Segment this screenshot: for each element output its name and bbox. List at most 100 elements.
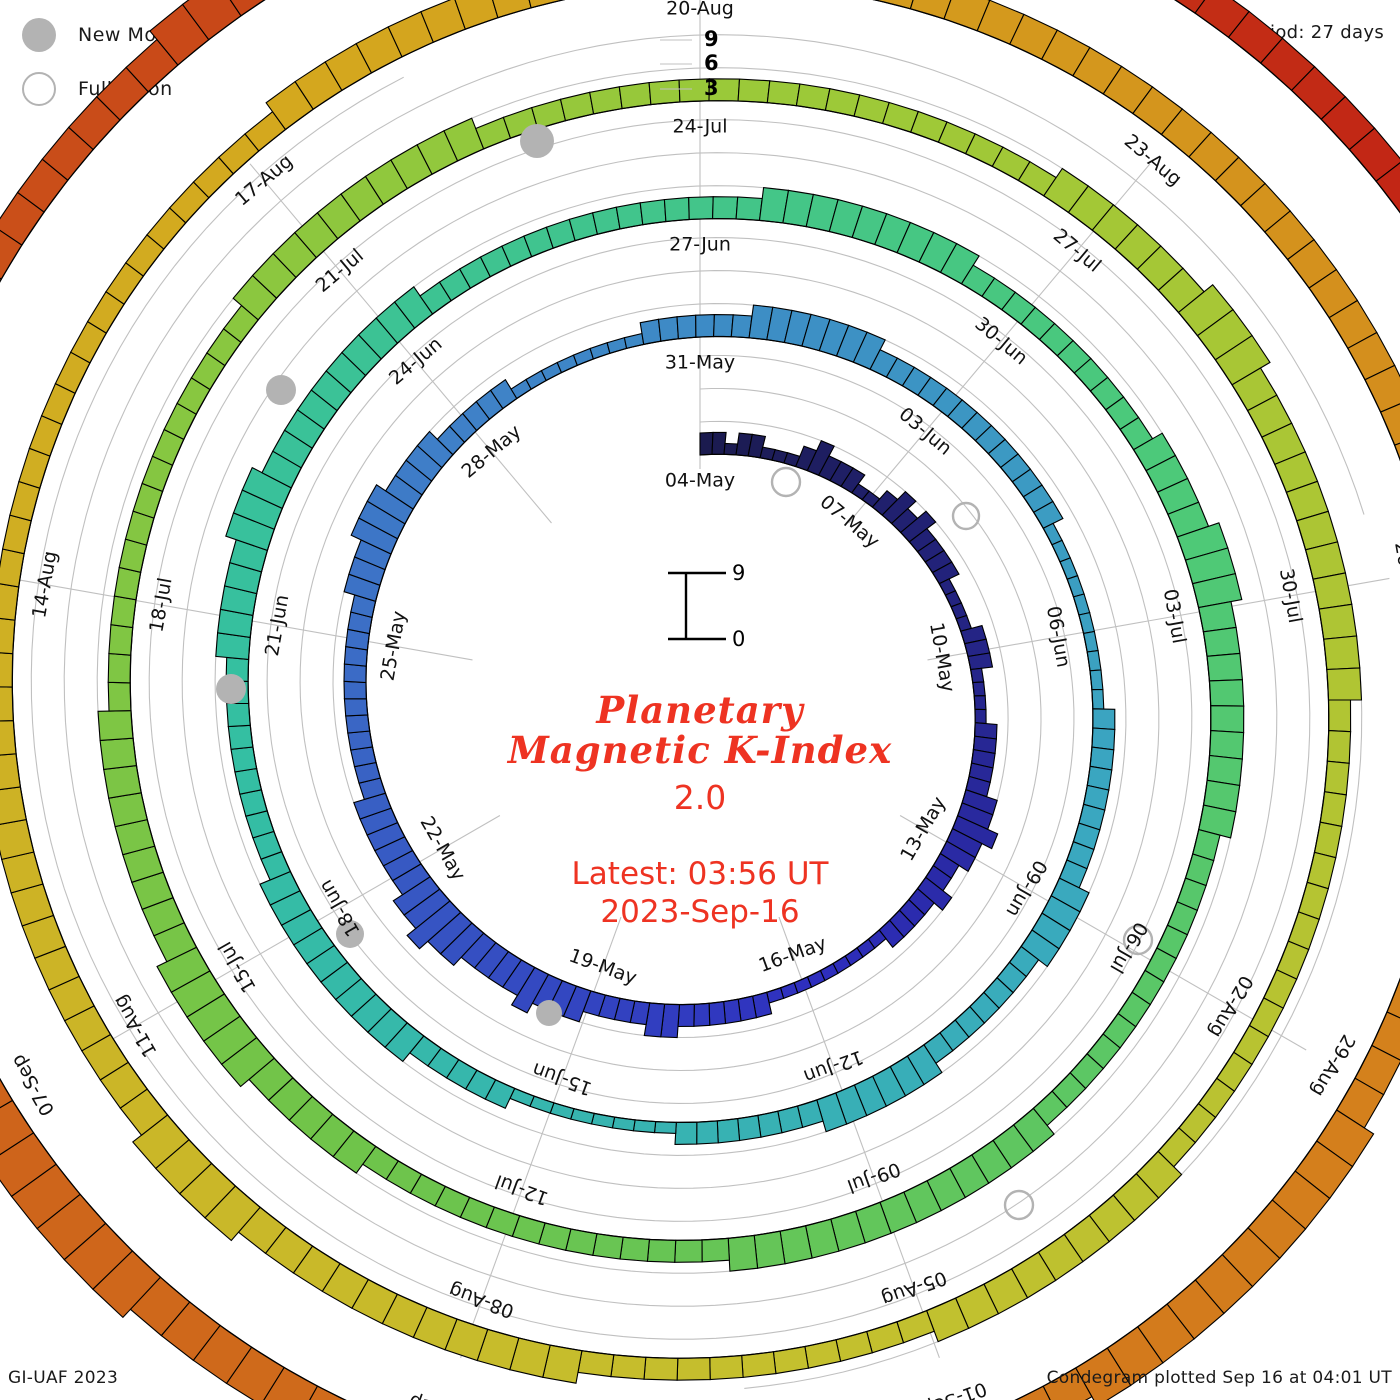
full-moon-marker (1003, 1189, 1035, 1221)
kp-bar (107, 652, 132, 684)
spiral-date-label: 06-Jun (1042, 604, 1074, 669)
kp-bar (713, 314, 734, 338)
kp-bar (835, 1330, 873, 1362)
kp-bar (592, 1233, 624, 1260)
kp-bar (676, 314, 697, 340)
kp-bar (674, 1121, 698, 1145)
spiral-date-label: 21-Jun (261, 593, 293, 658)
kp-bar (967, 652, 994, 671)
kp-bar (639, 198, 667, 226)
new-moon-marker (520, 124, 554, 158)
spiral-date-label: 12-Jun (801, 1046, 867, 1088)
full-moon-marker (770, 466, 802, 498)
kp-bar (688, 196, 714, 221)
kp-bar (639, 318, 662, 346)
kp-bar (766, 80, 801, 107)
spiral-date-label: 20-Aug (666, 0, 734, 20)
kp-bar (1313, 821, 1343, 859)
moon-markers-layer (216, 124, 1154, 1221)
kp-bar (663, 196, 690, 223)
radial-tick-label: 3 (704, 76, 719, 100)
kp-bar (753, 1230, 786, 1269)
spiral-date-label: 19-May (566, 945, 640, 990)
kp-bar (723, 998, 742, 1025)
kp-bar (676, 1357, 711, 1381)
latest-reading: Latest: 03:56 UT 2023-Sep-16 (0, 855, 1400, 931)
kp-bar (677, 1003, 695, 1028)
kp-bar (735, 196, 763, 221)
kp-bar (693, 1002, 711, 1027)
kp-bar (9, 480, 41, 522)
kp-bar (653, 1121, 677, 1134)
kp-bar (674, 1239, 703, 1263)
kp-bar (723, 442, 739, 456)
page-title-line1: Planetary (596, 688, 804, 732)
full-moon-icon (22, 72, 56, 106)
spiral-date-label: 14-Aug (28, 549, 61, 620)
kp-bar (712, 196, 739, 220)
kp-bar (1323, 635, 1361, 671)
page-title: Planetary Magnetic K-Index (0, 690, 1400, 770)
kp-bar (709, 1354, 744, 1381)
spiral-date-label: 04-Sep (406, 1390, 476, 1400)
kp-bar (701, 1237, 730, 1263)
kp-bar (1202, 626, 1241, 657)
kp-bar (610, 1354, 647, 1380)
kp-bar (648, 79, 681, 106)
radial-tick-label: 6 (704, 51, 719, 75)
scale-key: 90 (668, 561, 745, 651)
kp-bar (708, 1000, 727, 1026)
kp-bar (741, 1351, 777, 1379)
page-title-line2: Magnetic K-Index (507, 728, 893, 772)
kp-bar (1197, 600, 1237, 633)
latest-date: 2023-Sep-16 (600, 894, 800, 930)
kp-bar (0, 652, 14, 688)
new-moon-marker (266, 375, 296, 405)
kp-bar (716, 1117, 741, 1144)
spiral-date-label: 24-Jul (672, 116, 727, 138)
kp-bar (643, 1356, 679, 1381)
kp-bar (1318, 603, 1358, 640)
scale-key-top-label: 9 (732, 561, 745, 585)
new-moon-marker (336, 920, 364, 948)
kp-bar (727, 1234, 759, 1272)
kp-bar (343, 663, 367, 684)
scale-key-bottom-label: 0 (732, 627, 745, 651)
footer-credit: GI-UAF 2023 (8, 1368, 119, 1388)
new-moon-marker (216, 674, 246, 704)
spiral-date-label: 05-Aug (878, 1266, 949, 1310)
kp-bar (1206, 652, 1244, 682)
kp-bar (619, 1236, 650, 1262)
kp-bar (657, 316, 679, 342)
radial-tick-label: 9 (704, 27, 719, 51)
kp-bar (110, 595, 137, 629)
kp-bar (646, 1238, 677, 1263)
spiral-date-label: 08-Aug (446, 1279, 517, 1323)
kp-bar (737, 78, 771, 104)
spiral-date-label: 31-May (665, 352, 735, 374)
radial-tick-labels: 963 (660, 27, 719, 100)
kp-bar (108, 624, 134, 656)
new-moon-icon (22, 18, 56, 52)
spiral-date-label: 15-Jul (214, 938, 261, 997)
spiral-date-label: 18-Jul (145, 576, 176, 634)
spiral-date-label: 10-May (925, 621, 959, 694)
spiral-date-label: 09-Jul (844, 1158, 903, 1197)
latest-time: Latest: 03:56 UT (571, 856, 829, 892)
spiral-date-label: 16-May (756, 932, 830, 977)
spiral-date-label: 04-May (665, 470, 735, 492)
spiral-date-label: 25-May (376, 609, 410, 682)
kp-bar (0, 1077, 14, 1109)
kp-bar (696, 1120, 719, 1145)
kp-bar (730, 314, 753, 339)
kp-bar (1, 514, 32, 555)
kp-bar (1312, 572, 1353, 610)
kp-bar (824, 88, 861, 117)
spiral-date-label: 03-Jul (1159, 587, 1190, 645)
kp-bar (559, 91, 595, 122)
spiral-date-label: 26-Aug (1390, 540, 1400, 611)
spiral-date-label: 27-Jun (669, 234, 731, 256)
spiral-date-label: 12-Jul (492, 1170, 551, 1209)
kp-bar (737, 1114, 762, 1142)
